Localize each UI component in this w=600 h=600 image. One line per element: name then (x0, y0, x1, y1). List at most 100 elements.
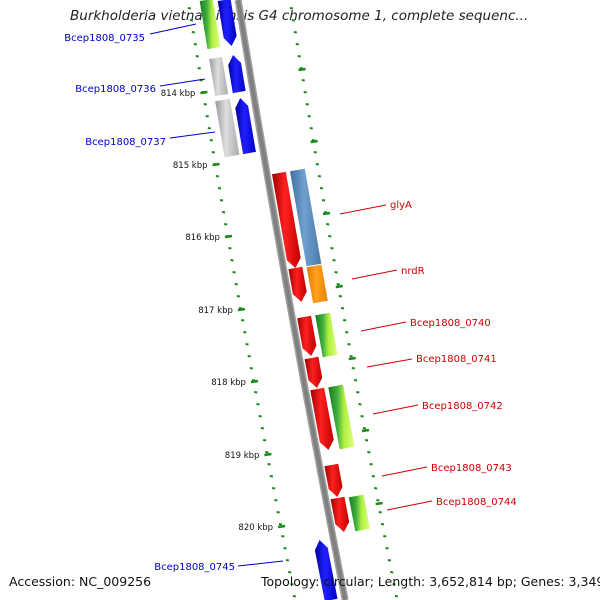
kbp-tick (298, 67, 306, 72)
track-dot (376, 499, 380, 502)
gene-label[interactable]: Bcep1808_0742 (422, 401, 503, 412)
track-dot (269, 475, 274, 478)
map-title: Burkholderia vietnamiensis G4 chromosome… (70, 8, 529, 24)
kbp-tick (322, 211, 331, 216)
track-dot (332, 259, 336, 262)
track-dot (390, 571, 394, 574)
kbp-tick (237, 307, 246, 312)
track-dot (285, 559, 290, 562)
track-dot (245, 343, 249, 346)
kbp-tick (361, 428, 370, 433)
gene-label[interactable]: Bcep1808_0736 (75, 84, 156, 95)
track-dot (292, 595, 297, 598)
gene-label[interactable]: Bcep1808_0741 (416, 354, 497, 365)
kbp-tick-label: 820 kbp (238, 523, 273, 533)
gene-label[interactable]: Bcep1808_0737 (85, 137, 166, 148)
track-dot (378, 511, 382, 514)
kbp-tick (212, 162, 220, 167)
track-dot (207, 127, 211, 130)
gene-0741[interactable] (304, 356, 323, 388)
track-dot (309, 127, 313, 130)
gene-nrdR[interactable] (288, 266, 307, 302)
kbp-tick-label: 819 kbp (225, 451, 260, 461)
track-dot (289, 7, 294, 10)
gene-label[interactable]: nrdR (401, 266, 425, 277)
track-dot (256, 403, 260, 406)
kbp-tick-label: 816 kbp (185, 233, 220, 243)
gene-0735[interactable] (217, 0, 237, 46)
track-dot (230, 259, 234, 262)
gene-0744[interactable] (330, 496, 350, 532)
track-dot (258, 415, 262, 418)
track-dot (394, 595, 399, 598)
backbone-core (236, 0, 348, 600)
track-dot (356, 391, 360, 394)
track-dot (276, 511, 280, 514)
track-dot (364, 439, 369, 442)
track-dot (288, 571, 292, 574)
gene-glyA[interactable] (272, 171, 301, 268)
gene-0742[interactable] (310, 387, 334, 450)
gene-label[interactable]: glyA (390, 200, 412, 211)
kbp-tick (310, 139, 318, 144)
track-dot (262, 439, 267, 442)
track-dot (369, 463, 373, 466)
track-dot (243, 331, 247, 334)
gene-0740[interactable] (297, 315, 317, 356)
track-dot (281, 535, 285, 538)
gene-label-leader (149, 23, 197, 35)
gene-label[interactable]: Bcep1808_0743 (431, 463, 512, 474)
gene-label[interactable]: Bcep1808_0745 (154, 562, 235, 573)
gene-0744-domain[interactable] (348, 494, 370, 532)
kbp-tick-label: 815 kbp (173, 161, 208, 171)
track-dot (205, 115, 209, 118)
track-dot (260, 427, 265, 430)
track-dot (313, 151, 317, 154)
gene-0740-domain[interactable] (315, 312, 338, 358)
track-dot (291, 19, 296, 22)
track-dot (249, 367, 254, 370)
track-dot (392, 583, 396, 586)
track-dot (234, 283, 238, 286)
gene-label-leader (159, 78, 206, 87)
track-dot (293, 31, 297, 34)
kbp-tick (200, 90, 208, 95)
track-dot (351, 367, 356, 370)
track-dot (371, 475, 376, 478)
track-dot (203, 103, 207, 106)
track-dot (345, 331, 349, 334)
track-dot (307, 115, 311, 118)
gene-0737[interactable] (235, 98, 256, 155)
track-dot (349, 355, 353, 358)
gene-0736-domain[interactable] (209, 56, 229, 97)
track-dot (360, 415, 364, 418)
gene-0737-domain[interactable] (215, 98, 240, 158)
gene-0742-domain[interactable] (328, 384, 355, 450)
gene-label-leader (386, 500, 433, 511)
track-dot (219, 199, 224, 202)
track-dot (305, 103, 309, 106)
gene-label[interactable]: Bcep1808_0740 (410, 318, 491, 329)
kbp-tick (264, 452, 272, 457)
track-dot (336, 283, 340, 286)
gene-0745[interactable] (314, 540, 338, 600)
gene-label[interactable]: Bcep1808_0744 (436, 497, 517, 508)
gene-0736[interactable] (228, 55, 246, 94)
track-dot (187, 7, 192, 10)
gene-nrdR-domain[interactable] (306, 264, 328, 304)
track-dot (267, 463, 271, 466)
gene-label-leader (351, 269, 398, 280)
track-dot (254, 391, 258, 394)
accession-text: Accession: NC_009256 (9, 574, 152, 589)
gene-0735-domain[interactable] (199, 0, 221, 50)
track-dot (191, 31, 195, 34)
track-dot (347, 343, 351, 346)
gene-0743[interactable] (324, 463, 343, 497)
track-dot (247, 355, 251, 358)
gene-glyA-domain[interactable] (290, 168, 322, 267)
track-dot (241, 319, 245, 322)
gene-label[interactable]: Bcep1808_0735 (64, 33, 145, 44)
kbp-tick-label: 814 kbp (161, 89, 196, 99)
gene-label-leader (381, 466, 428, 477)
